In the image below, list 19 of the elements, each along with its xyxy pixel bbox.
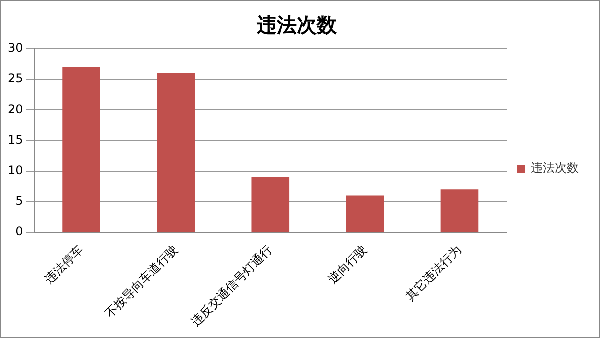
y-tick-label: 20 bbox=[8, 102, 24, 116]
bar bbox=[157, 73, 195, 232]
x-tick-label: 逆向行驶 bbox=[326, 242, 370, 287]
bar bbox=[252, 177, 290, 232]
x-tick-label: 其它违法行为 bbox=[403, 242, 464, 304]
y-tick-label: 0 bbox=[16, 224, 24, 239]
bar bbox=[62, 67, 100, 232]
x-tick-label: 违反交通信号灯通行 bbox=[188, 242, 275, 330]
bar bbox=[346, 196, 384, 232]
y-tick-label: 25 bbox=[8, 72, 24, 86]
y-tick-label: 15 bbox=[8, 132, 24, 147]
y-tick-label: 10 bbox=[8, 163, 24, 178]
chart-title: 违法次数 bbox=[256, 13, 338, 38]
y-tick-label: 5 bbox=[16, 194, 24, 208]
bar bbox=[440, 190, 479, 232]
x-tick-label: 不按导向车道行驶 bbox=[102, 242, 180, 321]
y-tick-label: 30 bbox=[8, 41, 24, 56]
x-tick-label: 违法停车 bbox=[42, 242, 86, 287]
legend-label: 违法次数 bbox=[531, 161, 579, 176]
